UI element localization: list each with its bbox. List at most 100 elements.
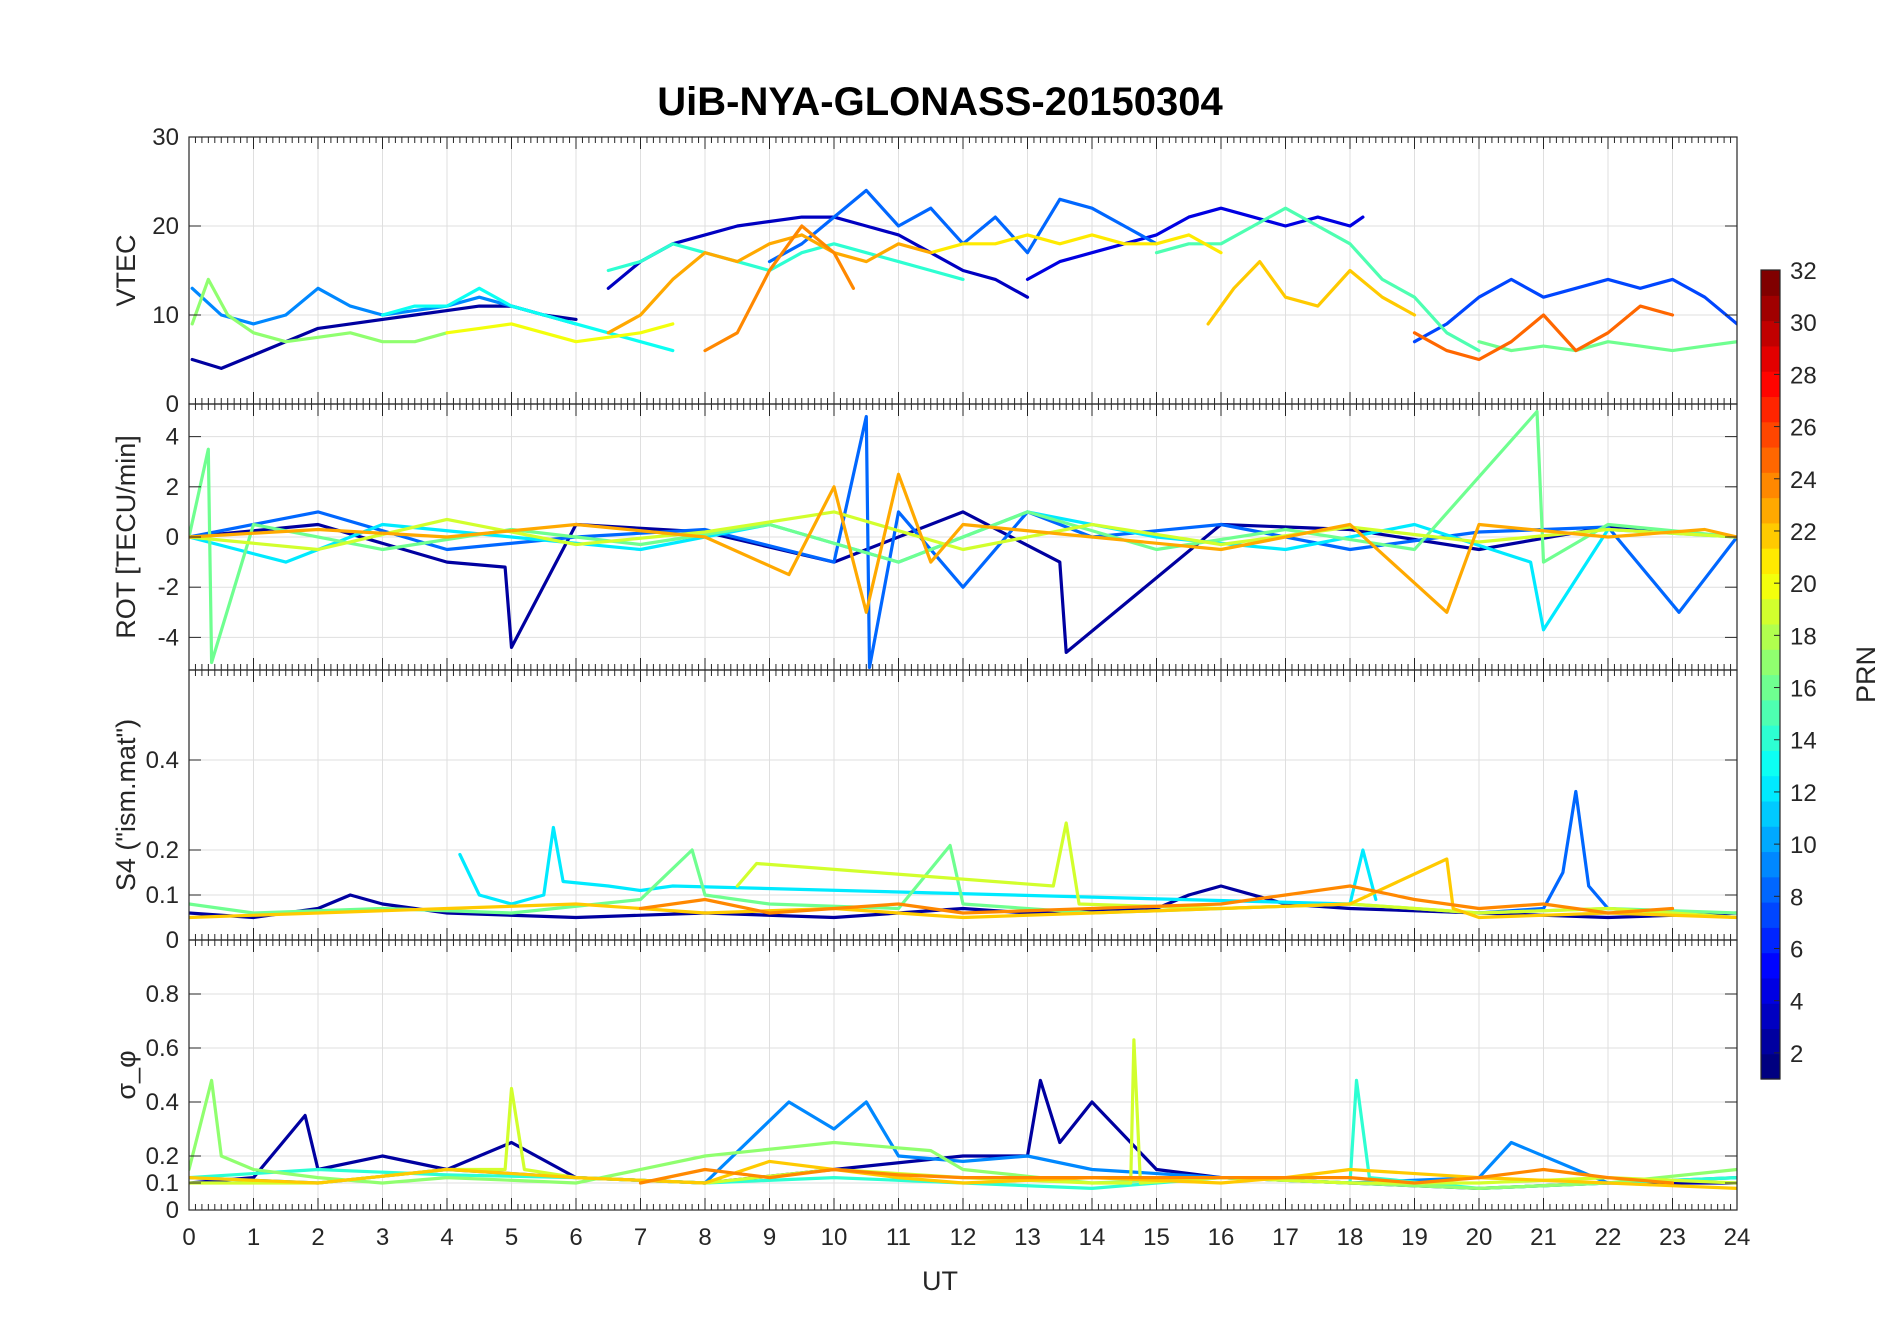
colorbar-segment [1761, 522, 1780, 549]
colorbar-tick-label: 18 [1790, 623, 1817, 650]
colorbar-segment [1761, 497, 1780, 524]
colorbar-tick-label: 10 [1790, 832, 1817, 859]
colorbar-tick-label: 16 [1790, 676, 1817, 703]
y-tick-label: 0 [166, 524, 179, 551]
series-prn-24 [638, 884, 1675, 915]
x-tick-label: 7 [634, 1224, 647, 1251]
y-tick-label: -2 [158, 574, 179, 601]
series-prn-21 [929, 233, 1223, 255]
y-tick-label: 0.1 [146, 882, 179, 909]
colorbar-segment [1761, 320, 1780, 347]
traces-rot [189, 409, 1737, 670]
series-prn-16 [1477, 340, 1737, 353]
colorbar-segment [1761, 725, 1780, 751]
colorbar-segment [1761, 1003, 1780, 1030]
series-prn-16 [189, 409, 1737, 665]
colorbar-tick-label: 2 [1790, 1041, 1803, 1068]
colorbar-segment [1761, 345, 1780, 372]
y-tick-label: 30 [152, 124, 179, 151]
colorbar-segment [1761, 826, 1780, 853]
y-tick-label: 0.4 [146, 1089, 179, 1116]
x-tick-label: 16 [1208, 1224, 1235, 1251]
colorbar-segment [1761, 649, 1780, 676]
series-prn-15 [1154, 206, 1481, 353]
colorbar-tick-label: 4 [1790, 989, 1803, 1016]
traces-s4 [189, 789, 1737, 920]
series-prn-24 [703, 224, 856, 353]
x-tick-label: 15 [1143, 1224, 1170, 1251]
series-prn-20 [445, 322, 675, 344]
series-prn-19 [189, 510, 1737, 552]
colorbar-tick-label: 32 [1790, 258, 1817, 285]
colorbar-segment [1761, 598, 1780, 625]
y-tick-label: 0.2 [146, 1143, 179, 1170]
colorbar-tick-label: 8 [1790, 884, 1803, 911]
colorbar-segment [1761, 421, 1780, 448]
y-tick-label: 10 [152, 302, 179, 329]
panel-s4: 0 0.1 0.2 0.4S4 ("ism.mat") [111, 669, 1738, 954]
colorbar-segment [1761, 750, 1780, 777]
series-prn-14 [189, 1078, 1737, 1191]
colorbar-tick-label: 24 [1790, 467, 1817, 494]
x-tick-label: 0 [182, 1224, 195, 1251]
colorbar-segment [1761, 674, 1780, 701]
y-tick-label: 0.2 [146, 837, 179, 864]
y-tick-label: 2 [166, 474, 179, 501]
x-tick-label: 14 [1079, 1224, 1106, 1251]
x-tick-label: 9 [763, 1224, 776, 1251]
panel-sigma: 00.10.2 0.4 0.6 0.8 σ_φ [111, 939, 1738, 1224]
series-prn-3 [606, 215, 1030, 299]
colorbar-segment [1761, 800, 1780, 827]
y-tick-label: 0 [166, 927, 179, 954]
x-tick-label: 18 [1337, 1224, 1364, 1251]
colorbar-tick-label: 26 [1790, 415, 1817, 442]
colorbar-tick-label: 6 [1790, 937, 1803, 964]
series-prn-22 [189, 1159, 1737, 1191]
traces-vtec [190, 188, 1737, 370]
x-tick-label: 6 [569, 1224, 582, 1251]
colorbar-segment [1761, 977, 1780, 1004]
colorbar-label: PRN [1851, 646, 1881, 703]
x-tick-label: 22 [1595, 1224, 1622, 1251]
y-tick-label: 0.6 [146, 1035, 179, 1062]
x-tick-label: 8 [698, 1224, 711, 1251]
panel-vtec: 0 10 20 30 VTEC [111, 124, 1738, 418]
x-tick-label: 19 [1401, 1224, 1428, 1251]
colorbar-segment [1761, 295, 1780, 322]
colorbar-segment [1761, 902, 1780, 928]
series-prn-12 [458, 825, 1378, 906]
colorbar-segment [1761, 699, 1780, 726]
y-axis-label-rot: ROT [TECU/min] [111, 435, 141, 639]
x-axis-label: UT [922, 1266, 958, 1296]
series-prn-23 [189, 472, 1737, 614]
series-prn-22 [189, 857, 1737, 920]
x-tick-label: 24 [1724, 1224, 1751, 1251]
y-tick-label: 0.1 [146, 1170, 179, 1197]
y-tick-label: 0 [166, 1197, 179, 1224]
colorbar-segment [1761, 396, 1780, 423]
colorbar-segment [1761, 952, 1780, 979]
x-tick-label: 12 [950, 1224, 977, 1251]
traces-sigma [189, 1038, 1737, 1191]
x-tick-label: 11 [886, 1224, 911, 1251]
colorbar-segment [1761, 851, 1780, 878]
x-tick-label: 17 [1272, 1224, 1299, 1251]
series-prn-17 [190, 277, 449, 344]
colorbar-segment [1761, 548, 1780, 574]
colorbar-segment [1761, 270, 1780, 296]
colorbar-tick-label: 30 [1790, 310, 1817, 337]
series-prn-22 [1206, 260, 1417, 326]
y-tick-label: 0.8 [146, 981, 179, 1008]
x-tick-label: 3 [376, 1224, 389, 1251]
series-prn-25 [1412, 304, 1675, 362]
y-tick-label: 20 [152, 213, 179, 240]
colorbar-segment [1761, 1028, 1780, 1055]
x-tick-label: 13 [1014, 1224, 1041, 1251]
x-tick-label: 4 [440, 1224, 453, 1251]
colorbar-segment [1761, 775, 1780, 802]
y-axis-label-sigma: σ_φ [111, 1050, 141, 1099]
colorbar-segment [1761, 927, 1780, 954]
colorbar-segment [1761, 472, 1780, 499]
x-tick-label: 5 [505, 1224, 518, 1251]
